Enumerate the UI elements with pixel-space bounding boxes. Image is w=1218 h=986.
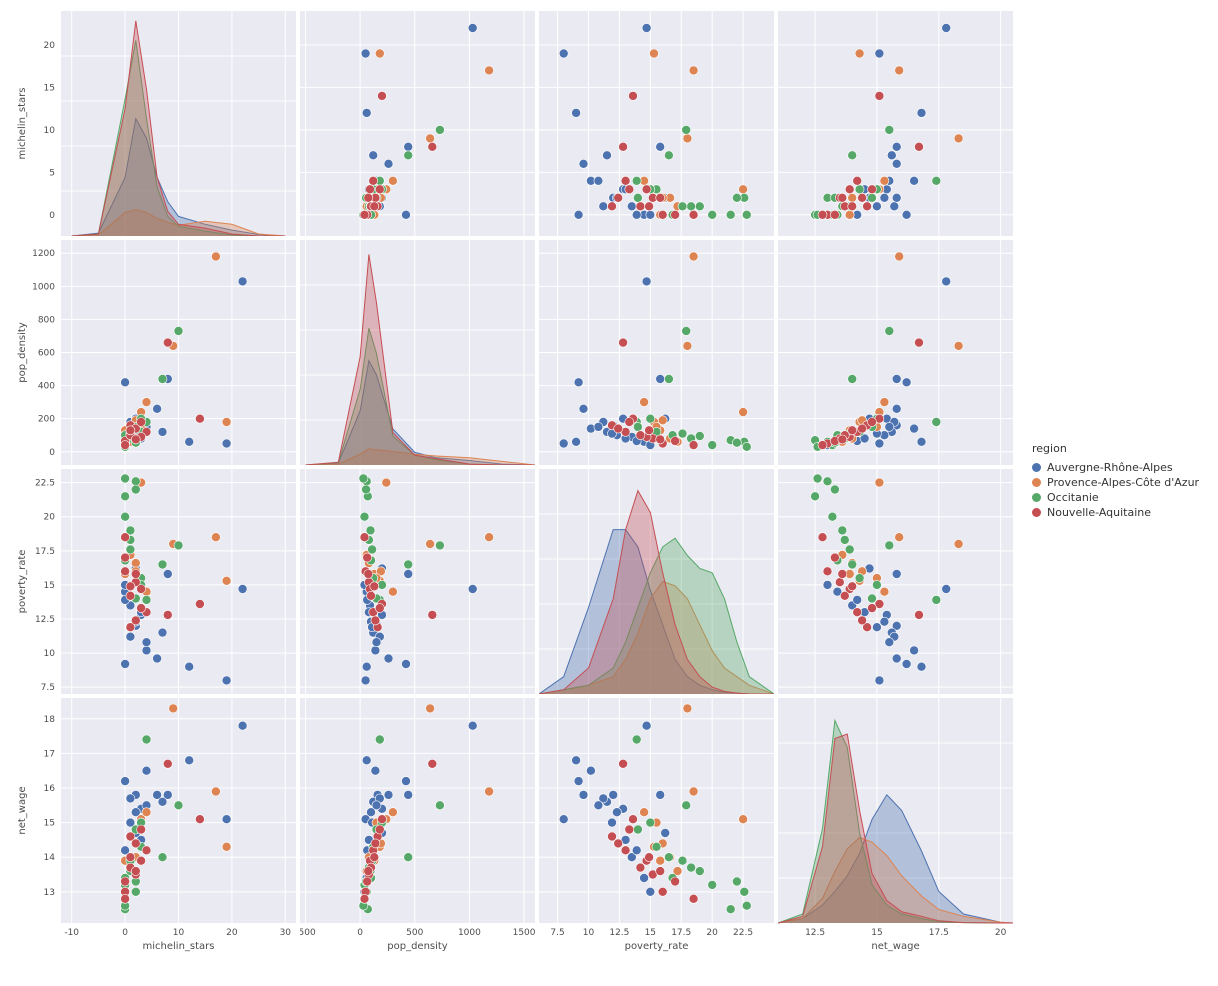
scatter-panel: -500 0 500 1000 1500 pop_density <box>299 697 534 952</box>
svg-text:15: 15 <box>44 581 55 591</box>
svg-text:1000: 1000 <box>458 928 481 938</box>
svg-text:12.5: 12.5 <box>805 928 825 938</box>
svg-text:10: 10 <box>44 649 56 659</box>
x-axis-label: net_wage <box>871 941 919 952</box>
legend-item: Nouvelle-Aquitaine <box>1032 506 1199 519</box>
svg-text:7.5: 7.5 <box>550 928 564 938</box>
svg-text:12.5: 12.5 <box>609 928 629 938</box>
svg-text:600: 600 <box>38 349 55 359</box>
svg-text:20: 20 <box>44 41 56 51</box>
scatter-panel: 7.5 10 12.5 15 17.5 20 22.5 poverty_rate <box>538 697 773 952</box>
svg-text:0: 0 <box>357 928 363 938</box>
svg-text:15: 15 <box>44 819 55 829</box>
svg-text:0: 0 <box>49 211 55 221</box>
svg-text:5: 5 <box>49 168 55 178</box>
svg-text:500: 500 <box>406 928 423 938</box>
legend-item: Occitanie <box>1032 491 1199 504</box>
legend-swatch-icon <box>1032 508 1041 517</box>
svg-text:0: 0 <box>122 928 128 938</box>
svg-text:17.5: 17.5 <box>35 547 55 557</box>
scatter-panel: 0 200 400 600 800 1000 1200 pop_density <box>10 239 295 464</box>
legend-item: Provence-Alpes-Côte d'Azur <box>1032 476 1199 489</box>
svg-text:0: 0 <box>49 448 55 458</box>
y-axis-label: net_wage <box>17 786 28 834</box>
legend-swatch-icon <box>1032 478 1041 487</box>
svg-text:15: 15 <box>44 83 55 93</box>
svg-text:30: 30 <box>280 928 292 938</box>
svg-text:-10: -10 <box>64 928 79 938</box>
x-axis-label: michelin_stars <box>143 941 215 952</box>
kde-panel: 12.5 15 17.5 20 net_wage <box>777 697 1012 952</box>
svg-text:20: 20 <box>44 513 56 523</box>
svg-text:18: 18 <box>44 715 56 725</box>
kde-panel <box>538 468 773 693</box>
scatter-panel <box>777 468 1012 693</box>
x-axis-label: pop_density <box>387 941 448 952</box>
svg-text:1000: 1000 <box>32 282 55 292</box>
svg-text:12.5: 12.5 <box>35 615 55 625</box>
svg-text:17.5: 17.5 <box>671 928 691 938</box>
svg-text:15: 15 <box>871 928 882 938</box>
svg-text:7.5: 7.5 <box>41 683 55 693</box>
svg-text:1500: 1500 <box>513 928 535 938</box>
legend: region Auvergne-Rhône-Alpes Provence-Alpe… <box>1032 442 1199 521</box>
y-axis-label: poverty_rate <box>17 550 28 614</box>
svg-text:10: 10 <box>173 928 185 938</box>
legend-swatch-icon <box>1032 493 1041 502</box>
svg-text:400: 400 <box>38 382 55 392</box>
scatter-panel <box>538 10 773 235</box>
svg-text:200: 200 <box>38 415 55 425</box>
legend-label: Occitanie <box>1047 491 1099 504</box>
scatter-panel <box>299 468 534 693</box>
scatter-panel <box>777 239 1012 464</box>
svg-text:14: 14 <box>44 853 56 863</box>
legend-title: region <box>1032 442 1199 455</box>
legend-label: Provence-Alpes-Côte d'Azur <box>1047 476 1199 489</box>
legend-label: Auvergne-Rhône-Alpes <box>1047 461 1173 474</box>
svg-text:-500: -500 <box>300 928 316 938</box>
scatter-panel: 7.5 10 12.5 15 17.5 20 22.5 poverty_rate <box>10 468 295 693</box>
y-axis-label: pop_density <box>17 322 28 383</box>
kde-panel: 0 5 10 15 20 michelin_stars <box>10 10 295 235</box>
scatter-panel <box>538 239 773 464</box>
svg-text:22.5: 22.5 <box>733 928 753 938</box>
kde-panel <box>299 239 534 464</box>
x-axis-label: poverty_rate <box>625 941 689 952</box>
svg-text:10: 10 <box>583 928 595 938</box>
pairplot-grid: 05101520michelin_stars020040060080010001… <box>10 10 1012 952</box>
scatter-panel <box>777 10 1012 235</box>
svg-text:20: 20 <box>226 928 238 938</box>
legend-swatch-icon <box>1032 463 1041 472</box>
legend-label: Nouvelle-Aquitaine <box>1047 506 1151 519</box>
legend-item: Auvergne-Rhône-Alpes <box>1032 461 1199 474</box>
y-axis-label: michelin_stars <box>17 88 28 160</box>
svg-text:16: 16 <box>44 784 56 794</box>
svg-text:15: 15 <box>645 928 656 938</box>
svg-text:800: 800 <box>38 315 55 325</box>
svg-text:17.5: 17.5 <box>929 928 949 938</box>
scatter-panel <box>299 10 534 235</box>
svg-text:17: 17 <box>44 749 55 759</box>
svg-text:13: 13 <box>44 888 55 898</box>
svg-text:10: 10 <box>44 126 56 136</box>
svg-text:20: 20 <box>995 928 1007 938</box>
svg-text:20: 20 <box>706 928 718 938</box>
svg-text:22.5: 22.5 <box>35 479 55 489</box>
svg-text:1200: 1200 <box>32 249 55 259</box>
scatter-panel: 13 14 15 16 17 18 net_wage -10 0 10 20 30 michelin_s… <box>10 697 295 952</box>
